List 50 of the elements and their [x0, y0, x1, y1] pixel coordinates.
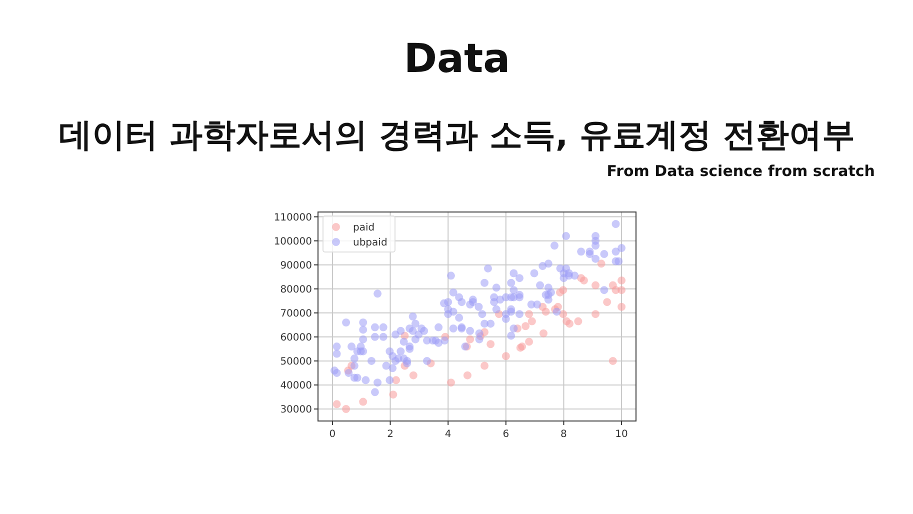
point	[574, 317, 582, 326]
point	[486, 340, 495, 348]
point	[522, 322, 530, 330]
point	[359, 398, 368, 406]
x-tick-label: 8	[560, 429, 567, 440]
point	[332, 400, 341, 408]
x-tick-label: 6	[502, 429, 510, 440]
y-tick-label: 50000	[280, 356, 312, 368]
point	[618, 276, 626, 284]
point	[342, 404, 350, 413]
y-tick-label: 70000	[280, 308, 312, 320]
point	[463, 371, 472, 380]
y-tick-label: 90000	[280, 260, 312, 272]
point	[580, 276, 588, 284]
x-tick-label: 4	[444, 429, 452, 440]
legend-label: paid	[353, 222, 375, 234]
point	[592, 310, 600, 318]
y-tick-label: 100000	[274, 236, 312, 248]
point	[542, 308, 550, 316]
point	[603, 298, 612, 306]
point	[525, 310, 534, 318]
point	[502, 352, 510, 360]
x-tick-label: 2	[387, 429, 394, 440]
y-tick-label: 60000	[280, 332, 312, 344]
point	[389, 390, 398, 399]
y-tick-label: 80000	[280, 284, 312, 296]
y-tick-label: 30000	[280, 404, 312, 416]
point	[597, 260, 606, 268]
legend-label: ubpaid	[353, 238, 388, 248]
text: From Data science from scratch	[606, 162, 875, 180]
point	[559, 310, 568, 318]
point	[608, 356, 617, 365]
point	[539, 329, 548, 338]
chart-subtitle: 데이터 과학자로서의 경력과 소득, 유료계정 전환여부	[59, 115, 855, 154]
point	[566, 320, 574, 328]
x-tick-label: 10	[615, 429, 628, 440]
point	[528, 317, 536, 326]
point	[525, 338, 534, 346]
point	[559, 286, 568, 294]
point	[446, 378, 455, 387]
chart-title: Data	[404, 36, 510, 82]
y-tick-label: 110000	[274, 212, 312, 224]
point	[466, 335, 474, 344]
point	[409, 371, 418, 380]
y-tick-label: 40000	[280, 380, 312, 392]
point	[480, 362, 489, 370]
point	[618, 286, 626, 294]
point	[618, 302, 626, 311]
point	[592, 281, 600, 290]
x-tick-label: 0	[329, 429, 336, 440]
